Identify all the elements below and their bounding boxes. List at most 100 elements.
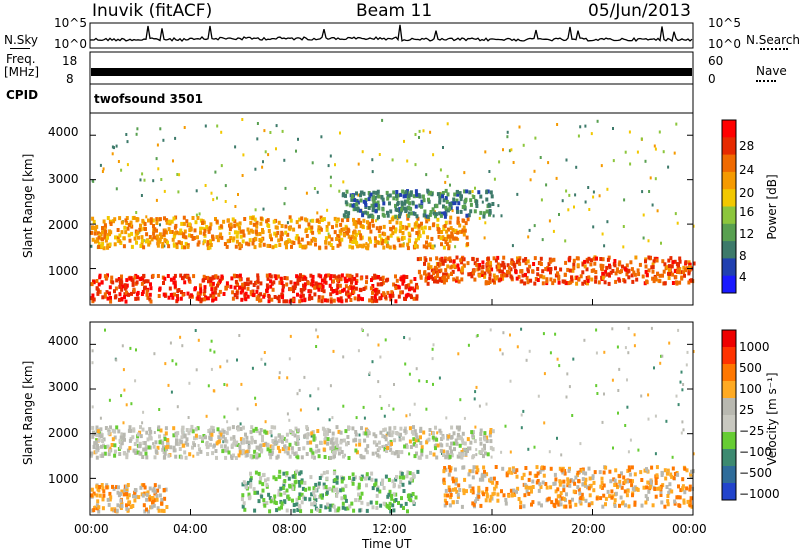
velocity-pixel: [143, 509, 147, 514]
power-pixel: [292, 241, 296, 245]
velocity-pixel: [538, 470, 542, 474]
power-pixel: [199, 286, 203, 291]
velocity-pixel: [685, 468, 689, 473]
nsearch-line-key: [760, 48, 788, 50]
velocity-pixel: [125, 403, 128, 407]
nsky-tick-bottom: 10^0: [54, 37, 87, 51]
power-pixel: [374, 203, 378, 208]
power-pixel: [397, 193, 400, 198]
power-pixel: [488, 209, 492, 213]
velocity-pixel: [613, 478, 617, 483]
velocity-pixel: [205, 442, 209, 447]
velocity-pixel: [334, 440, 338, 445]
power-pixel: [381, 197, 385, 202]
velocity-pixel: [260, 494, 264, 499]
velocity-pixel: [187, 416, 190, 419]
power-pixel: [494, 276, 498, 281]
velocity-pixel: [166, 442, 170, 447]
power-pixel: [105, 290, 109, 295]
power-pixel: [106, 235, 109, 240]
velocity-pixel: [519, 500, 523, 505]
power-pixel: [435, 204, 439, 209]
power-pixel: [409, 192, 413, 197]
power-pixel: [192, 236, 196, 240]
power-pixel: [371, 299, 374, 304]
power-pixel: [327, 232, 330, 236]
velocity-pixel: [314, 449, 318, 454]
velocity-pixel: [218, 430, 222, 435]
power-pixel: [269, 274, 273, 279]
power-ytick: 1000: [48, 264, 79, 278]
power-pixel: [316, 282, 320, 287]
power-pixel: [170, 219, 174, 224]
power-pixel: [431, 207, 435, 212]
power-pixel: [211, 234, 214, 239]
power-pixel: [246, 286, 250, 291]
power-pixel: [389, 209, 393, 214]
velocity-pixel: [666, 502, 670, 507]
velocity-pixel: [495, 481, 499, 485]
power-pixel: [234, 205, 237, 208]
power-pixel: [220, 235, 224, 240]
power-pixel: [318, 284, 322, 289]
velocity-pixel: [595, 351, 598, 355]
velocity-pixel: [432, 452, 436, 457]
power-pixel: [97, 245, 101, 249]
velocity-pixel: [111, 484, 114, 489]
power-pixel: [127, 292, 131, 297]
velocity-pixel: [317, 454, 321, 459]
power-pixel: [418, 129, 421, 133]
velocity-pixel: [163, 496, 167, 501]
power-pixel: [384, 295, 388, 299]
power-pixel: [285, 240, 289, 244]
velocity-pixel: [172, 445, 176, 450]
power-pixel: [630, 267, 634, 272]
velocity-pixel: [540, 503, 543, 508]
power-pixel: [675, 122, 678, 126]
velocity-pixel: [456, 454, 460, 459]
power-pixel: [208, 245, 212, 250]
velocity-pixel: [239, 422, 242, 426]
power-pixel: [123, 283, 127, 288]
power-pixel: [172, 159, 174, 163]
velocity-pixel: [412, 474, 416, 479]
power-pixel: [380, 241, 384, 246]
velocity-pixel: [95, 425, 99, 430]
power-pixel: [276, 230, 280, 235]
power-pixel: [368, 221, 372, 226]
velocity-pixel: [573, 481, 577, 486]
velocity-pixel: [91, 405, 94, 409]
power-pixel: [113, 289, 116, 294]
velocity-pixel: [129, 505, 133, 509]
power-pixel: [141, 172, 144, 176]
power-pixel: [451, 209, 454, 213]
velocity-pixel: [164, 426, 168, 431]
velocity-pixel: [260, 357, 263, 361]
velocity-pixel: [145, 497, 149, 502]
power-pixel: [412, 296, 416, 301]
power-pixel: [667, 268, 671, 273]
power-pixel: [275, 147, 277, 151]
power-pixel: [301, 244, 305, 249]
velocity-pixel: [366, 433, 370, 438]
velocity-pixel: [386, 446, 390, 450]
power-pixel: [488, 269, 492, 274]
power-pixel: [429, 130, 432, 134]
velocity-pixel: [134, 448, 138, 453]
power-pixel: [405, 213, 408, 217]
velocity-pixel: [626, 479, 630, 484]
power-pixel: [676, 265, 680, 270]
power-pixel: [525, 275, 529, 280]
velocity-pixel: [135, 438, 139, 443]
power-pixel: [376, 275, 380, 280]
velocity-pixel: [563, 469, 567, 473]
velocity-pixel: [401, 475, 405, 480]
velocity-pixel: [194, 435, 198, 440]
power-pixel: [309, 289, 313, 294]
power-pixel: [329, 274, 333, 279]
velocity-pixel: [681, 487, 685, 492]
power-pixel: [361, 224, 364, 229]
power-pixel: [687, 271, 691, 276]
velocity-pixel: [650, 465, 654, 470]
velocity-pixel: [128, 425, 132, 430]
